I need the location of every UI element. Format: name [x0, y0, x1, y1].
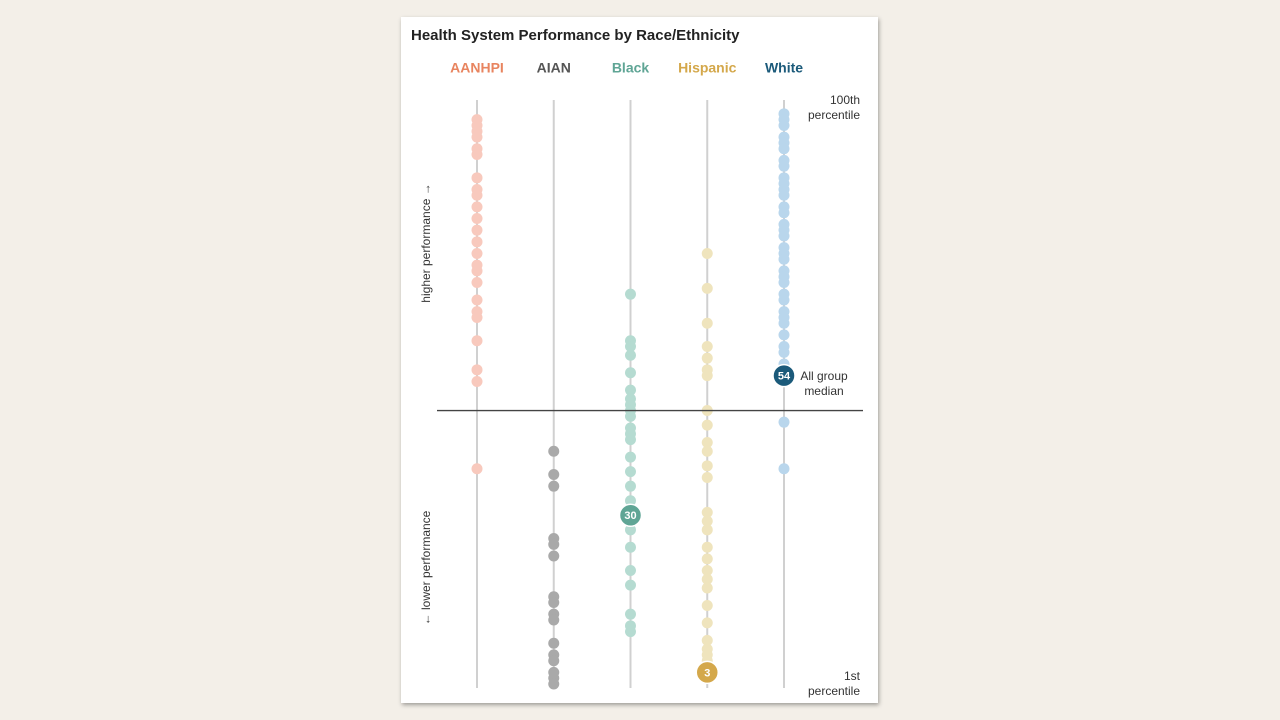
dot — [701, 634, 713, 646]
dot — [701, 437, 713, 449]
dot — [778, 253, 790, 265]
dot — [625, 384, 636, 396]
dot — [625, 367, 636, 379]
dot — [625, 495, 636, 507]
y-tick-label: 1st percentile — [807, 669, 860, 698]
dot — [471, 131, 483, 143]
dot — [625, 349, 636, 361]
dot — [778, 317, 790, 329]
dot — [471, 172, 483, 184]
dot — [471, 364, 483, 376]
dot — [625, 410, 636, 422]
legend-label: AIAN — [537, 60, 571, 76]
dot — [625, 608, 636, 620]
dot — [548, 480, 560, 492]
highlight-badge — [772, 363, 796, 388]
dot — [778, 294, 790, 306]
dot — [625, 524, 636, 536]
dot — [471, 294, 483, 306]
dot — [701, 419, 713, 431]
dot — [701, 524, 713, 536]
y-tick-label: 100th percentile — [807, 93, 860, 122]
dot — [701, 599, 713, 611]
dot — [778, 277, 790, 289]
dot — [548, 678, 560, 690]
dot — [778, 160, 790, 172]
dot — [548, 538, 560, 550]
dot — [548, 597, 560, 609]
legend-label: Hispanic — [678, 60, 737, 76]
dot — [625, 451, 636, 463]
dot — [778, 416, 790, 428]
y-label-high: higher performance → — [419, 183, 433, 302]
dot — [625, 626, 636, 638]
legend-label: Black — [612, 60, 650, 76]
highlight-label: 30 — [624, 510, 636, 522]
dot — [778, 189, 790, 201]
dot — [625, 288, 636, 300]
dot — [625, 466, 636, 478]
dot — [701, 565, 713, 577]
dot — [548, 469, 560, 481]
highlight-label: 54 — [778, 371, 791, 383]
dot — [471, 277, 483, 289]
dot — [471, 265, 483, 277]
dot — [778, 463, 790, 475]
dot — [548, 655, 560, 667]
dot — [548, 637, 560, 649]
dot — [625, 579, 636, 591]
dot — [701, 247, 713, 259]
dot — [471, 311, 483, 323]
dot — [701, 341, 713, 353]
dot — [471, 247, 483, 259]
dot — [471, 375, 483, 387]
legend-label: AANHPI — [450, 60, 504, 76]
dot — [778, 207, 790, 219]
highlight-note: All group median — [800, 368, 848, 398]
highlight-badge — [695, 660, 719, 685]
chart-title: Health System Performance by Race/Ethnic… — [411, 27, 740, 44]
dot — [701, 506, 713, 518]
dot — [701, 573, 713, 585]
y-label-low: ← lower performance — [419, 510, 433, 625]
dot — [701, 582, 713, 594]
dot — [471, 335, 483, 347]
dot — [471, 149, 483, 161]
dot — [548, 550, 560, 562]
dot — [701, 317, 713, 329]
highlight-label: 3 — [704, 667, 710, 679]
dot — [701, 553, 713, 565]
dot — [471, 201, 483, 213]
dot — [625, 341, 636, 353]
legend-label: White — [765, 60, 803, 76]
dot — [701, 282, 713, 294]
dot — [471, 236, 483, 248]
dot — [701, 515, 713, 527]
dot — [778, 230, 790, 242]
dot — [701, 471, 713, 483]
dot — [625, 565, 636, 577]
dot — [548, 445, 560, 457]
dot — [625, 434, 636, 446]
dot — [778, 329, 790, 341]
dot — [701, 445, 713, 457]
dot — [471, 189, 483, 201]
dot — [701, 541, 713, 553]
dot — [548, 614, 560, 626]
dot — [471, 213, 483, 225]
dot — [778, 346, 790, 358]
dot — [701, 352, 713, 364]
dot — [778, 119, 790, 131]
dot — [471, 463, 483, 475]
dot — [625, 541, 636, 553]
highlight-badge — [618, 503, 643, 528]
dot — [701, 460, 713, 472]
dot — [778, 143, 790, 155]
dot — [471, 224, 483, 236]
dot — [701, 617, 713, 629]
dot — [625, 480, 636, 492]
dot — [701, 370, 713, 382]
